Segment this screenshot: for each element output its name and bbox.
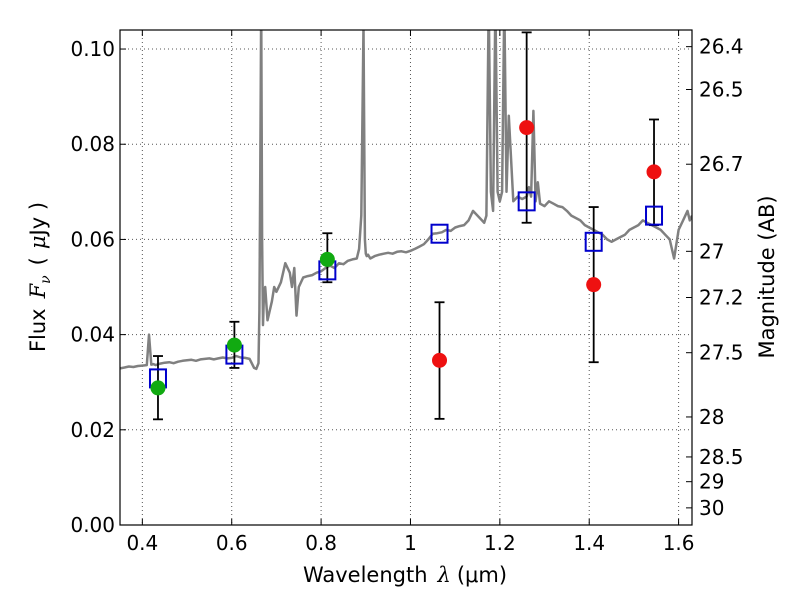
magnitude-axis-label: Magnitude (AB) bbox=[755, 195, 779, 358]
y-tick-label-0: 0.00 bbox=[70, 513, 115, 537]
x-tick-label-2: 0.8 bbox=[305, 531, 337, 555]
model-band-layer bbox=[148, 191, 664, 389]
y-tick-label-3: 0.06 bbox=[70, 227, 115, 251]
model-spectrum-line bbox=[120, 30, 692, 371]
magnitude-tick-label-0: 26.4 bbox=[699, 35, 744, 59]
photometry-layer bbox=[150, 120, 662, 396]
magnitude-tick-label-2: 26.7 bbox=[699, 152, 744, 176]
model-band-square-6 bbox=[645, 205, 664, 226]
x-tick-label-5: 1.4 bbox=[573, 531, 605, 555]
photometry-point-2-0 bbox=[432, 352, 448, 368]
x-axis-label: Wavelength λ (μm) bbox=[303, 563, 507, 587]
magnitude-tick-label-3: 27 bbox=[699, 239, 724, 263]
magnitude-tick-label-1: 26.5 bbox=[699, 77, 744, 101]
grid-lines bbox=[120, 30, 692, 526]
x-tick-label-1: 0.6 bbox=[216, 531, 248, 555]
magnitude-tick-label-8: 29 bbox=[699, 470, 724, 494]
x-tick-label-4: 1.2 bbox=[484, 531, 516, 555]
photometry-point-1-1 bbox=[226, 337, 242, 353]
y-axis-ticks: 0.00 0.02 0.04 0.06 0.08 0.10 bbox=[70, 37, 126, 537]
model-band-square-3 bbox=[430, 223, 449, 244]
magnitude-tick-label-6: 28 bbox=[699, 405, 724, 429]
model-band-square-5 bbox=[584, 231, 603, 252]
magnitude-tick-label-7: 28.5 bbox=[699, 445, 744, 469]
plot-frame bbox=[119, 29, 693, 526]
x-tick-label-3: 1 bbox=[404, 531, 417, 555]
model-band-square-4 bbox=[517, 191, 536, 212]
photometry-point-2-2 bbox=[586, 277, 602, 293]
x-axis-ticks: 0.4 0.6 0.8 1 1.2 1.4 1.6 bbox=[126, 30, 695, 555]
photometry-point-2-3 bbox=[646, 164, 662, 180]
x-tick-label-6: 1.6 bbox=[663, 531, 695, 555]
y-tick-label-1: 0.02 bbox=[70, 418, 115, 442]
magnitude-tick-label-9: 30 bbox=[699, 496, 724, 520]
plot-border bbox=[119, 29, 693, 526]
photometry-point-2-1 bbox=[519, 120, 535, 136]
magnitude-tick-label-5: 27.5 bbox=[699, 341, 744, 365]
spectrum-layer bbox=[120, 30, 692, 371]
x-tick-label-0: 0.4 bbox=[126, 531, 158, 555]
y-tick-label-4: 0.08 bbox=[70, 132, 115, 156]
photometry-point-1-0 bbox=[150, 380, 166, 396]
magnitude-tick-label-4: 27.2 bbox=[699, 285, 744, 309]
y-tick-label-2: 0.04 bbox=[70, 323, 115, 347]
photometry-point-1-2 bbox=[319, 251, 335, 267]
y-tick-label-5: 0.10 bbox=[70, 37, 115, 61]
y-axis-label: FluxFν(μJy ) bbox=[26, 202, 54, 352]
errorbar-layer bbox=[152, 31, 660, 421]
